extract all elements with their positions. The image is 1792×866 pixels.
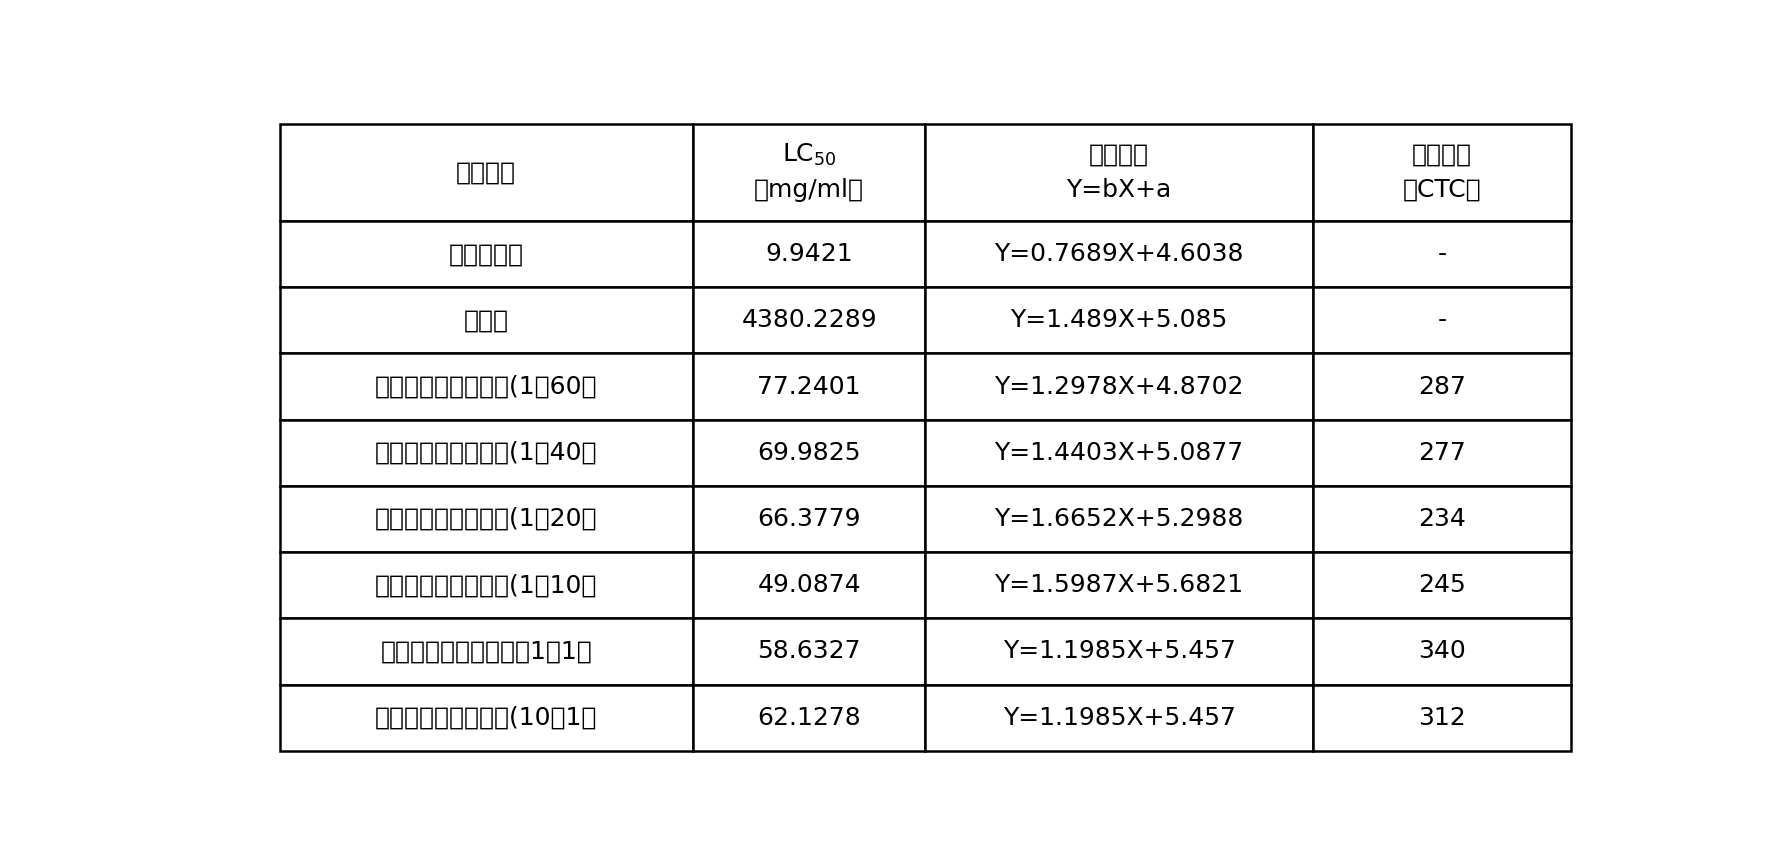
- Text: 氟虫双酰胺: 氟虫双酰胺: [448, 242, 523, 266]
- Bar: [694, 420, 925, 486]
- Text: 277: 277: [1417, 441, 1466, 465]
- Bar: [925, 486, 1314, 553]
- Text: Y=1.5987X+5.6821: Y=1.5987X+5.6821: [995, 573, 1244, 598]
- Bar: [1314, 618, 1572, 684]
- Text: Y=1.4403X+5.0877: Y=1.4403X+5.0877: [995, 441, 1244, 465]
- Text: 62.1278: 62.1278: [758, 706, 860, 730]
- Bar: [280, 353, 694, 420]
- Bar: [280, 486, 694, 553]
- Text: 仲丁威: 仲丁威: [464, 308, 509, 333]
- Bar: [925, 288, 1314, 353]
- Bar: [925, 221, 1314, 288]
- Text: -: -: [1437, 242, 1446, 266]
- Text: 4380.2289: 4380.2289: [742, 308, 876, 333]
- Text: Y=1.489X+5.085: Y=1.489X+5.085: [1011, 308, 1228, 333]
- Bar: [1314, 486, 1572, 553]
- Bar: [280, 618, 694, 684]
- Bar: [1314, 288, 1572, 353]
- Text: Y=bX+a: Y=bX+a: [1066, 178, 1172, 202]
- Bar: [925, 553, 1314, 618]
- Text: 58.6327: 58.6327: [758, 639, 860, 663]
- Bar: [1314, 124, 1572, 221]
- Bar: [694, 124, 925, 221]
- Text: 245: 245: [1417, 573, 1466, 598]
- Text: Y=1.1985X+5.457: Y=1.1985X+5.457: [1004, 706, 1235, 730]
- Text: LC$_{50}$: LC$_{50}$: [781, 142, 837, 168]
- Bar: [694, 486, 925, 553]
- Bar: [694, 684, 925, 751]
- Bar: [1314, 684, 1572, 751]
- Text: Y=1.1985X+5.457: Y=1.1985X+5.457: [1004, 639, 1235, 663]
- Text: 氟虫双酰胺：仲丁威(1：10）: 氟虫双酰胺：仲丁威(1：10）: [375, 573, 597, 598]
- Text: 49.0874: 49.0874: [758, 573, 860, 598]
- Text: 9.9421: 9.9421: [765, 242, 853, 266]
- Bar: [1314, 553, 1572, 618]
- Bar: [280, 124, 694, 221]
- Bar: [1314, 353, 1572, 420]
- Text: 氟虫双酰胺：仲丁威(1：40）: 氟虫双酰胺：仲丁威(1：40）: [375, 441, 597, 465]
- Bar: [1314, 221, 1572, 288]
- Bar: [280, 288, 694, 353]
- Text: Y=1.2978X+4.8702: Y=1.2978X+4.8702: [995, 375, 1244, 398]
- Bar: [925, 420, 1314, 486]
- Bar: [280, 684, 694, 751]
- Text: 供试药剂: 供试药剂: [457, 160, 516, 184]
- Text: （mg/ml）: （mg/ml）: [754, 178, 864, 202]
- Text: 234: 234: [1417, 507, 1466, 531]
- Text: （CTC）: （CTC）: [1403, 178, 1482, 202]
- Bar: [280, 221, 694, 288]
- Text: 氟虫双酰胺：仲丁威(1：20）: 氟虫双酰胺：仲丁威(1：20）: [375, 507, 597, 531]
- Text: 氟虫双酰胺：仲丁威(1：60）: 氟虫双酰胺：仲丁威(1：60）: [375, 375, 597, 398]
- Text: 69.9825: 69.9825: [758, 441, 860, 465]
- Bar: [280, 420, 694, 486]
- Bar: [694, 618, 925, 684]
- Bar: [925, 353, 1314, 420]
- Bar: [1314, 420, 1572, 486]
- Bar: [694, 553, 925, 618]
- Text: Y=1.6652X+5.2988: Y=1.6652X+5.2988: [995, 507, 1244, 531]
- Text: 氟虫双酰胺：仲丁威（1：1）: 氟虫双酰胺：仲丁威（1：1）: [380, 639, 591, 663]
- Text: 312: 312: [1417, 706, 1466, 730]
- Bar: [925, 124, 1314, 221]
- Text: 共毒系数: 共毒系数: [1412, 143, 1471, 167]
- Bar: [925, 684, 1314, 751]
- Text: 340: 340: [1417, 639, 1466, 663]
- Bar: [925, 618, 1314, 684]
- Bar: [694, 288, 925, 353]
- Text: 66.3779: 66.3779: [758, 507, 860, 531]
- Text: 77.2401: 77.2401: [758, 375, 860, 398]
- Text: -: -: [1437, 308, 1446, 333]
- Text: 氟虫双酰胺：仲丁威(10：1）: 氟虫双酰胺：仲丁威(10：1）: [375, 706, 597, 730]
- Bar: [694, 221, 925, 288]
- Bar: [280, 553, 694, 618]
- Bar: [694, 353, 925, 420]
- Text: 287: 287: [1417, 375, 1466, 398]
- Text: Y=0.7689X+4.6038: Y=0.7689X+4.6038: [995, 242, 1244, 266]
- Text: 回归方程: 回归方程: [1090, 143, 1149, 167]
